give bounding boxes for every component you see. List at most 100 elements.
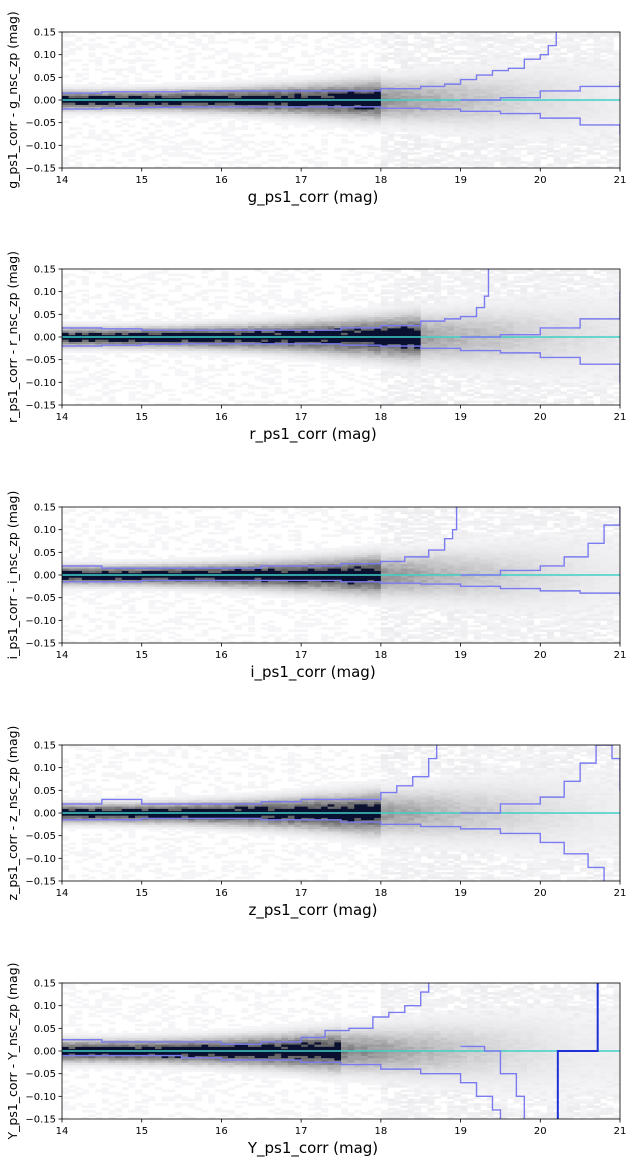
density-cell	[460, 120, 468, 124]
density-cell	[161, 100, 169, 103]
density-cell	[81, 359, 89, 363]
density-cell	[307, 161, 315, 164]
density-cell	[68, 90, 76, 94]
density-cell	[301, 75, 309, 78]
density-cell	[221, 350, 229, 354]
density-cell	[181, 113, 189, 117]
density-cell	[148, 93, 156, 96]
density-cell	[387, 145, 395, 148]
density-cell	[400, 115, 408, 119]
density-cell	[487, 120, 495, 124]
density-cell	[480, 97, 488, 101]
density-cell	[301, 115, 309, 119]
density-cell	[95, 389, 103, 392]
density-cell	[261, 368, 269, 372]
density-cell	[228, 143, 236, 146]
density-cell	[354, 86, 362, 90]
density-cell	[261, 314, 269, 317]
density-cell	[400, 70, 408, 74]
density-cell	[135, 77, 143, 80]
density-cell	[294, 346, 302, 349]
density-cell	[447, 81, 455, 85]
density-cell	[453, 118, 461, 121]
density-cell	[487, 115, 495, 119]
density-cell	[527, 111, 535, 114]
density-cell	[334, 109, 342, 112]
density-cell	[487, 66, 495, 69]
density-cell	[580, 68, 588, 71]
density-cell	[493, 59, 501, 62]
density-cell	[394, 118, 402, 121]
density-cell	[201, 321, 209, 324]
density-cell	[301, 296, 309, 299]
density-cell	[374, 84, 382, 87]
density-cell	[108, 389, 116, 392]
density-cell	[467, 109, 475, 112]
density-cell	[580, 38, 588, 42]
density-cell	[287, 81, 295, 85]
density-cell	[593, 50, 601, 53]
density-cell	[155, 100, 163, 103]
density-cell	[606, 127, 614, 130]
density-cell	[613, 127, 620, 130]
density-cell	[321, 316, 329, 320]
density-cell	[188, 36, 196, 40]
density-cell	[427, 129, 435, 133]
density-cell	[367, 97, 375, 101]
density-cell	[88, 346, 96, 349]
density-cell	[81, 300, 89, 304]
density-cell	[387, 90, 395, 94]
density-cell	[88, 45, 96, 49]
density-cell	[327, 398, 335, 401]
density-cell	[327, 318, 335, 322]
density-cell	[553, 122, 561, 126]
density-cell	[194, 321, 202, 324]
density-cell	[261, 38, 269, 42]
density-cell	[500, 63, 508, 67]
density-cell	[208, 303, 216, 306]
density-cell	[108, 54, 116, 58]
density-cell	[194, 327, 202, 331]
density-cell	[586, 84, 594, 87]
density-cell	[135, 84, 143, 87]
density-cell	[201, 97, 209, 101]
density-cell	[400, 122, 408, 126]
density-cell	[347, 355, 355, 358]
density-cell	[188, 346, 196, 349]
density-cell	[261, 293, 269, 297]
density-cell	[613, 79, 620, 83]
density-cell	[480, 111, 488, 114]
density-cell	[221, 129, 229, 133]
density-cell	[148, 337, 156, 340]
density-cell	[141, 359, 149, 363]
density-cell	[467, 156, 475, 160]
density-cell	[168, 323, 176, 327]
density-cell	[161, 337, 169, 340]
density-cell	[341, 287, 349, 290]
density-cell	[420, 72, 428, 76]
density-cell	[128, 287, 136, 290]
density-cell	[115, 50, 123, 53]
density-cell	[546, 56, 554, 60]
density-cell	[141, 145, 149, 148]
density-cell	[108, 391, 116, 395]
density-cell	[380, 120, 388, 124]
density-cell	[546, 77, 554, 80]
density-cell	[321, 339, 329, 342]
density-cell	[533, 47, 541, 51]
density-cell	[400, 63, 408, 67]
density-cell	[274, 54, 282, 58]
density-cell	[254, 68, 262, 71]
density-cell	[600, 45, 608, 49]
density-cell	[400, 34, 408, 37]
density-cell	[420, 38, 428, 42]
density-cell	[261, 79, 269, 83]
density-cell	[380, 52, 388, 56]
density-cell	[341, 88, 349, 92]
density-cell	[500, 138, 508, 142]
density-cell	[221, 323, 229, 327]
density-cell	[606, 68, 614, 71]
density-cell	[267, 291, 275, 295]
density-cell	[128, 293, 136, 297]
density-cell	[540, 102, 548, 105]
